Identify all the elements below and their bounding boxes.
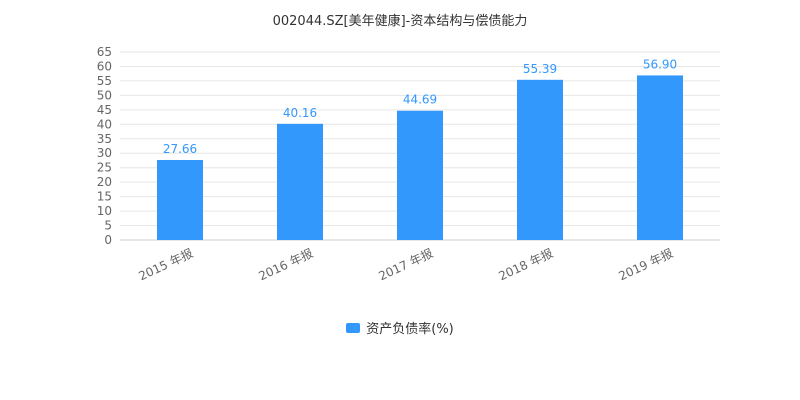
legend[interactable]: 资产负债率(%) [0,318,800,337]
x-tick-label: 2017 年报 [376,245,435,283]
legend-swatch [346,322,361,333]
bar-value-label: 27.66 [163,142,197,156]
y-tick-label: 65 [97,45,112,59]
value-labels: 27.66 40.16 44.69 55.39 56.90 [163,57,677,156]
y-tick-label: 10 [97,204,112,218]
x-tick-label: 2016 年报 [256,245,315,283]
y-tick-label: 50 [97,88,112,102]
bar-value-label: 44.69 [403,93,437,107]
y-tick-label: 15 [97,190,112,204]
bar-value-label: 40.16 [283,106,317,120]
y-tick-label: 25 [97,161,112,175]
bar [157,159,203,240]
bar [517,79,563,240]
x-tick-label: 2018 年报 [496,245,555,283]
x-axis-ticks: 2015 年报 2016 年报 2017 年报 2018 年报 2019 年报 [136,245,675,283]
bar-value-label: 55.39 [523,62,557,76]
legend-label: 资产负债率(%) [366,322,454,337]
chart-title: 002044.SZ[美年健康]-资本结构与偿债能力 [272,14,528,29]
y-tick-label: 60 [97,59,112,73]
y-tick-label: 45 [97,103,112,117]
bar [637,75,683,240]
y-tick-label: 40 [97,117,112,131]
bar-value-label: 56.90 [643,57,677,71]
x-tick-label: 2019 年报 [616,245,675,283]
x-tick-label: 2015 年报 [136,245,195,283]
y-tick-label: 20 [97,175,112,189]
y-tick-label: 30 [97,146,112,160]
bar [397,110,443,240]
bars [157,75,683,240]
y-tick-label: 0 [104,233,112,247]
y-tick-label: 5 [104,219,112,233]
bar [277,123,323,240]
y-tick-label: 55 [97,74,112,88]
y-tick-label: 35 [97,132,112,146]
